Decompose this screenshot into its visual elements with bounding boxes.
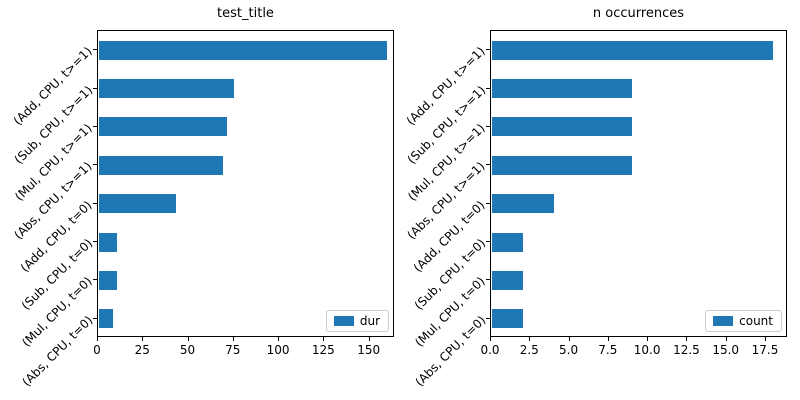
x-tick-label: 75: [225, 343, 241, 357]
y-tick-mark: [93, 164, 97, 166]
x-tick-mark: [368, 337, 370, 341]
y-tick-mark: [93, 125, 97, 127]
bar: [99, 309, 114, 329]
x-tick-label: 125: [311, 343, 335, 357]
bar: [492, 79, 633, 99]
bar: [99, 117, 227, 137]
bar: [99, 232, 117, 252]
x-tick-mark: [142, 337, 144, 341]
y-tick-mark: [486, 202, 490, 204]
x-tick-label: 5.0: [559, 343, 579, 357]
bar: [99, 40, 387, 60]
bar: [492, 117, 633, 137]
x-tick-mark: [278, 337, 280, 341]
x-tick-label: 17.5: [751, 343, 779, 357]
y-tick-mark: [486, 279, 490, 281]
legend-label: dur: [359, 314, 380, 328]
x-tick-label: 7.5: [598, 343, 618, 357]
x-tick-mark: [686, 337, 688, 341]
plot-area: count: [490, 30, 787, 337]
x-tick-mark: [568, 337, 570, 341]
x-tick-mark: [529, 337, 531, 341]
y-tick-mark: [93, 279, 97, 281]
bar: [492, 155, 633, 175]
bar: [492, 270, 524, 290]
x-tick-mark: [187, 337, 189, 341]
y-tick-mark: [486, 241, 490, 243]
x-tick-label: 50: [179, 343, 196, 357]
x-tick-label: 10.0: [633, 343, 661, 357]
legend: count: [705, 310, 782, 332]
bar: [492, 40, 773, 60]
x-tick-mark: [323, 337, 325, 341]
x-tick-label: 0.0: [480, 343, 500, 357]
y-tick-mark: [486, 49, 490, 51]
y-tick-mark: [93, 241, 97, 243]
bar: [99, 194, 177, 214]
y-tick-mark: [93, 317, 97, 319]
y-category-label: (Abs, CPU, t=0): [411, 312, 488, 389]
x-tick-label: 2.5: [519, 343, 539, 357]
x-tick-label: 12.5: [673, 343, 700, 357]
x-tick-label: 15.0: [712, 343, 740, 357]
y-tick-mark: [486, 125, 490, 127]
x-tick-label: 0: [93, 343, 101, 357]
bar: [492, 232, 524, 252]
x-tick-mark: [647, 337, 649, 341]
chart-title: n occurrences: [592, 6, 685, 21]
y-category-label: (Abs, CPU, t=0): [18, 312, 95, 389]
chart-count: n occurrences count (Add, CPU, t>=1) (Sub…: [404, 6, 787, 389]
y-tick-mark: [486, 317, 490, 319]
x-tick-mark: [490, 337, 491, 341]
bar: [492, 194, 555, 214]
bar: [99, 270, 117, 290]
y-tick-mark: [486, 87, 490, 89]
bar: [99, 79, 234, 99]
chart-title: test_title: [217, 6, 274, 21]
x-tick-label: 25: [134, 343, 150, 357]
x-tick-mark: [725, 337, 727, 341]
x-tick-label: 100: [266, 343, 290, 357]
x-tick-mark: [97, 337, 98, 341]
legend-swatch: [333, 316, 354, 326]
plot-area: dur: [97, 30, 394, 337]
x-tick-label: 150: [357, 343, 381, 357]
bar: [99, 155, 224, 175]
y-tick-mark: [93, 49, 97, 51]
bar: [492, 309, 524, 329]
y-tick-mark: [93, 202, 97, 204]
y-tick-mark: [486, 164, 490, 166]
x-tick-mark: [607, 337, 609, 341]
legend-swatch: [713, 316, 734, 326]
x-tick-mark: [232, 337, 234, 341]
chart-dur: test_title dur (Add, CPU, t>=1) (Sub, CPU…: [11, 6, 394, 389]
legend-label: count: [739, 314, 773, 328]
legend: dur: [325, 310, 389, 332]
x-tick-mark: [765, 337, 766, 341]
y-tick-mark: [93, 87, 97, 89]
